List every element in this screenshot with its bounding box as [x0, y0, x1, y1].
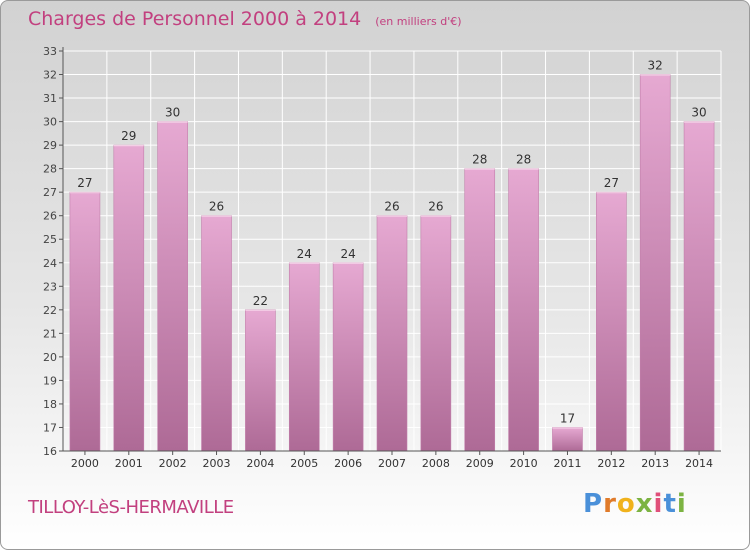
bar [420, 215, 452, 452]
x-tick-label: 2000 [71, 457, 99, 470]
y-tick-label: 25 [43, 233, 57, 246]
bar [508, 168, 539, 452]
y-tick-label: 26 [43, 210, 57, 223]
y-tick-label: 21 [43, 327, 57, 340]
x-tick-label: 2012 [597, 457, 625, 470]
bar [552, 427, 583, 452]
bar [69, 191, 101, 452]
bar-value-label: 24 [297, 247, 312, 261]
y-tick-label: 24 [43, 257, 57, 270]
bar-value-label: 28 [516, 153, 531, 167]
label-layer: 27 29 30 26 22 24 24 26 26 28 28 17 27 32 30 [77, 59, 706, 426]
chart-title: Charges de Personnel 2000 à 2014 (en mill… [28, 8, 462, 30]
y-tick-label: 28 [43, 163, 57, 176]
axis-layer: 16 17 18 19 20 21 22 23 24 25 26 27 28 29 30 31 32 33 2000… [43, 45, 721, 470]
x-tick-label: 2011 [553, 457, 581, 470]
bar-value-label: 28 [472, 153, 487, 167]
x-tick-label: 2014 [685, 457, 713, 470]
bar-value-label: 29 [121, 129, 136, 143]
bar-value-label: 27 [604, 176, 619, 190]
x-tick-label: 2009 [466, 457, 494, 470]
bar-value-label: 30 [691, 106, 706, 120]
bar [113, 144, 145, 452]
y-tick-label: 32 [43, 69, 57, 82]
subtitle-text: (en milliers d'€) [375, 15, 462, 28]
bar [288, 262, 320, 452]
bar [332, 262, 364, 452]
bar [376, 215, 408, 452]
y-tick-label: 16 [43, 445, 57, 458]
y-tick-label: 18 [43, 398, 57, 411]
x-tick-label: 2001 [115, 457, 143, 470]
bar-value-label: 30 [165, 106, 180, 120]
y-tick-label: 19 [43, 374, 57, 387]
bar-value-label: 26 [384, 200, 399, 214]
proxiti-logo: Proxiti [583, 489, 687, 519]
commune-name: TILLOY-LèS-HERMAVILLE [28, 497, 234, 518]
x-tick-label: 2005 [290, 457, 318, 470]
bar-value-label: 32 [648, 59, 663, 73]
y-tick-label: 20 [43, 351, 57, 364]
bar [639, 74, 671, 452]
bar [157, 121, 188, 452]
bar [201, 215, 232, 452]
bar-value-label: 24 [340, 247, 355, 261]
x-tick-label: 2010 [510, 457, 538, 470]
bar-value-label: 22 [253, 294, 268, 308]
bar-value-label: 26 [209, 200, 224, 214]
bar [596, 191, 627, 452]
y-tick-label: 17 [43, 421, 57, 434]
bar [245, 309, 276, 452]
y-tick-label: 22 [43, 304, 57, 317]
bar-value-label: 26 [428, 200, 443, 214]
bar [464, 168, 496, 452]
x-tick-label: 2006 [334, 457, 362, 470]
title-text: Charges de Personnel 2000 à 2014 [28, 8, 362, 30]
y-tick-label: 30 [43, 116, 57, 129]
bar [683, 121, 715, 452]
y-tick-label: 23 [43, 280, 57, 293]
x-tick-label: 2013 [641, 457, 669, 470]
y-tick-label: 33 [43, 45, 57, 58]
x-tick-label: 2002 [159, 457, 187, 470]
x-tick-label: 2008 [422, 457, 450, 470]
x-tick-label: 2003 [203, 457, 231, 470]
x-tick-label: 2007 [378, 457, 406, 470]
bar-value-label: 17 [560, 411, 575, 425]
bar-value-label: 27 [77, 176, 92, 190]
y-tick-label: 27 [43, 186, 57, 199]
bar-layer [69, 74, 715, 452]
y-tick-label: 31 [43, 92, 57, 105]
y-tick-label: 29 [43, 139, 57, 152]
x-tick-label: 2004 [246, 457, 274, 470]
